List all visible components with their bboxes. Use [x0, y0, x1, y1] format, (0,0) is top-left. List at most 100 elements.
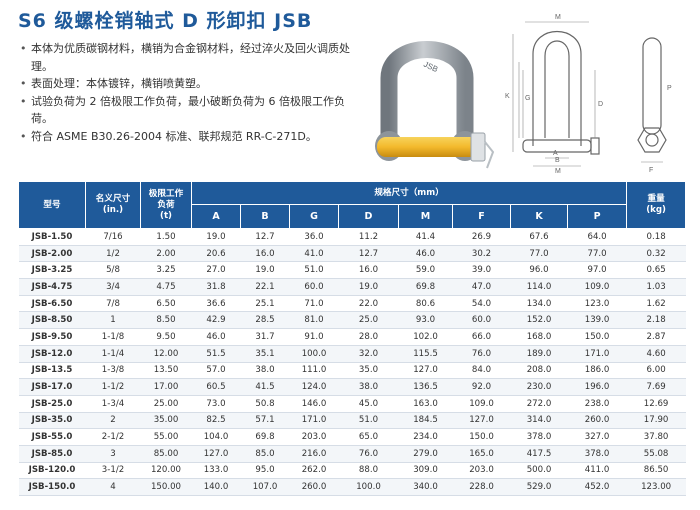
table-cell: 228.0	[452, 478, 511, 496]
table-cell: 39.0	[452, 261, 511, 280]
table-row: JSB-4.75 3/4 4.75 31.8 22.1 60.0 19.0 69.8 47.0 1…	[18, 278, 686, 296]
table-cell: 140.0	[191, 478, 241, 496]
table-row: JSB-85.0 3 85.00 127.0 85.0 216.0 76.0 279.0 165…	[18, 445, 686, 463]
table-cell: 6.00	[626, 362, 686, 380]
table-cell: 1.62	[626, 295, 686, 313]
cell-model: JSB-13.5	[18, 362, 86, 380]
table-row: JSB-35.0 2 35.00 82.5 57.1 171.0 51.0 184.5 127.…	[18, 412, 686, 430]
table-cell: 85.0	[240, 445, 290, 463]
table-cell: 238.0	[567, 395, 627, 413]
cell-model: JSB-1.50	[18, 228, 86, 246]
table-cell: 3	[85, 445, 141, 463]
table-cell: 60.5	[191, 378, 241, 396]
table-row: JSB-3.25 5/8 3.25 27.0 19.0 51.0 16.0 59.0 39.0 9…	[18, 261, 686, 280]
table-cell: 57.1	[240, 412, 290, 430]
col-header-model: 型号	[18, 181, 86, 229]
table-cell: 41.4	[398, 228, 453, 246]
table-cell: 378.0	[567, 445, 627, 463]
table-cell: 51.0	[289, 261, 339, 280]
table-cell: 76.0	[452, 345, 511, 363]
table-cell: 1/2	[85, 245, 141, 263]
table-cell: 88.0	[338, 462, 399, 480]
dim-label-g: G	[525, 95, 530, 102]
table-cell: 1-1/8	[85, 328, 141, 346]
cell-model: JSB-55.0	[18, 428, 86, 446]
table-cell: 66.0	[452, 328, 511, 346]
dim-label-m2: M	[555, 168, 561, 175]
table-row: JSB-8.50 1 8.50 42.9 28.5 81.0 25.0 93.0 60.0 152…	[18, 311, 686, 330]
table-cell: 36.0	[289, 228, 339, 246]
table-cell: 123.00	[626, 478, 686, 496]
table-cell: 86.50	[626, 462, 686, 480]
table-cell: 136.5	[398, 378, 453, 396]
table-cell: 22.0	[338, 295, 399, 313]
cell-model: JSB-120.0	[18, 462, 86, 480]
dim-label-d: D	[598, 101, 603, 108]
table-cell: 16.0	[338, 261, 399, 280]
table-row: JSB-1.50 7/16 1.50 19.0 12.7 36.0 11.2 41.4 26.9…	[18, 228, 686, 246]
table-cell: 69.8	[398, 278, 453, 296]
table-row: JSB-12.0 1-1/4 12.00 51.5 35.1 100.0 32.0 115.5…	[18, 345, 686, 363]
table-cell: 1.50	[140, 228, 192, 246]
cell-model: JSB-17.0	[18, 378, 86, 396]
table-cell: 96.0	[510, 261, 568, 280]
table-cell: 12.7	[240, 228, 290, 246]
cell-model: JSB-12.0	[18, 345, 86, 363]
table-cell: 41.5	[240, 378, 290, 396]
table-cell: 4	[85, 478, 141, 496]
front-view-nut	[590, 137, 600, 155]
table-cell: 279.0	[398, 445, 453, 463]
table-cell: 0.32	[626, 245, 686, 263]
table-cell: 102.0	[398, 328, 453, 346]
bolt-nut	[470, 132, 486, 162]
table-cell: 260.0	[567, 412, 627, 430]
page-title: S6 级螺栓销轴式 D 形卸扣 JSB	[18, 10, 313, 32]
table-cell: 47.0	[452, 278, 511, 296]
table-cell: 36.6	[191, 295, 241, 313]
table-cell: 30.2	[452, 245, 511, 263]
table-cell: 38.0	[240, 362, 290, 380]
table-cell: 12.7	[338, 245, 399, 263]
table-row: JSB-2.00 1/2 2.00 20.6 16.0 41.0 12.7 46.0 30.2 7…	[18, 245, 686, 263]
cell-model: JSB-150.0	[18, 478, 86, 496]
feature-item: 符合 ASME B30.26-2004 标准、联邦规范 RR-C-271D。	[20, 128, 365, 146]
photo-marking: JSB	[422, 60, 439, 74]
table-cell: 0.65	[626, 261, 686, 280]
table-cell: 2.18	[626, 311, 686, 330]
table-cell: 12.69	[626, 395, 686, 413]
cell-model: JSB-25.0	[18, 395, 86, 413]
table-cell: 165.0	[452, 445, 511, 463]
table-cell: 51.5	[191, 345, 241, 363]
table-cell: 77.0	[567, 245, 627, 263]
shackle-photo: JSB	[375, 41, 495, 169]
table-cell: 134.0	[510, 295, 568, 313]
col-header-dim-a: A	[191, 204, 241, 229]
cell-model: JSB-6.50	[18, 295, 86, 313]
table-cell: 11.2	[338, 228, 399, 246]
table-cell: 17.90	[626, 412, 686, 430]
dimension-drawing: M K G D B A M P F	[505, 14, 672, 175]
cell-model: JSB-2.00	[18, 245, 86, 263]
dim-label-k: K	[505, 93, 510, 100]
table-cell: 100.0	[289, 345, 339, 363]
dim-label-p: P	[667, 85, 672, 92]
table-cell: 35.1	[240, 345, 290, 363]
table-row: JSB-6.50 7/8 6.50 36.6 25.1 71.0 22.0 80.6 54.0 1…	[18, 295, 686, 313]
table-cell: 127.0	[191, 445, 241, 463]
feature-list: 本体为优质碳钢材料，横销为合金钢材料，经过淬火及回火调质处理。 表面处理：本体镀…	[20, 40, 365, 145]
cell-model: JSB-35.0	[18, 412, 86, 430]
table-cell: 109.0	[567, 278, 627, 296]
table-cell: 19.0	[338, 278, 399, 296]
table-cell: 25.1	[240, 295, 290, 313]
table-cell: 196.0	[567, 378, 627, 396]
table-cell: 262.0	[289, 462, 339, 480]
table-cell: 133.0	[191, 462, 241, 480]
table-cell: 309.0	[398, 462, 453, 480]
cotter-pin	[484, 141, 495, 169]
table-cell: 19.0	[191, 228, 241, 246]
table-cell: 1	[85, 311, 141, 330]
table-cell: 234.0	[398, 428, 453, 446]
table-cell: 84.0	[452, 362, 511, 380]
table-cell: 19.0	[240, 261, 290, 280]
table-cell: 150.0	[567, 328, 627, 346]
